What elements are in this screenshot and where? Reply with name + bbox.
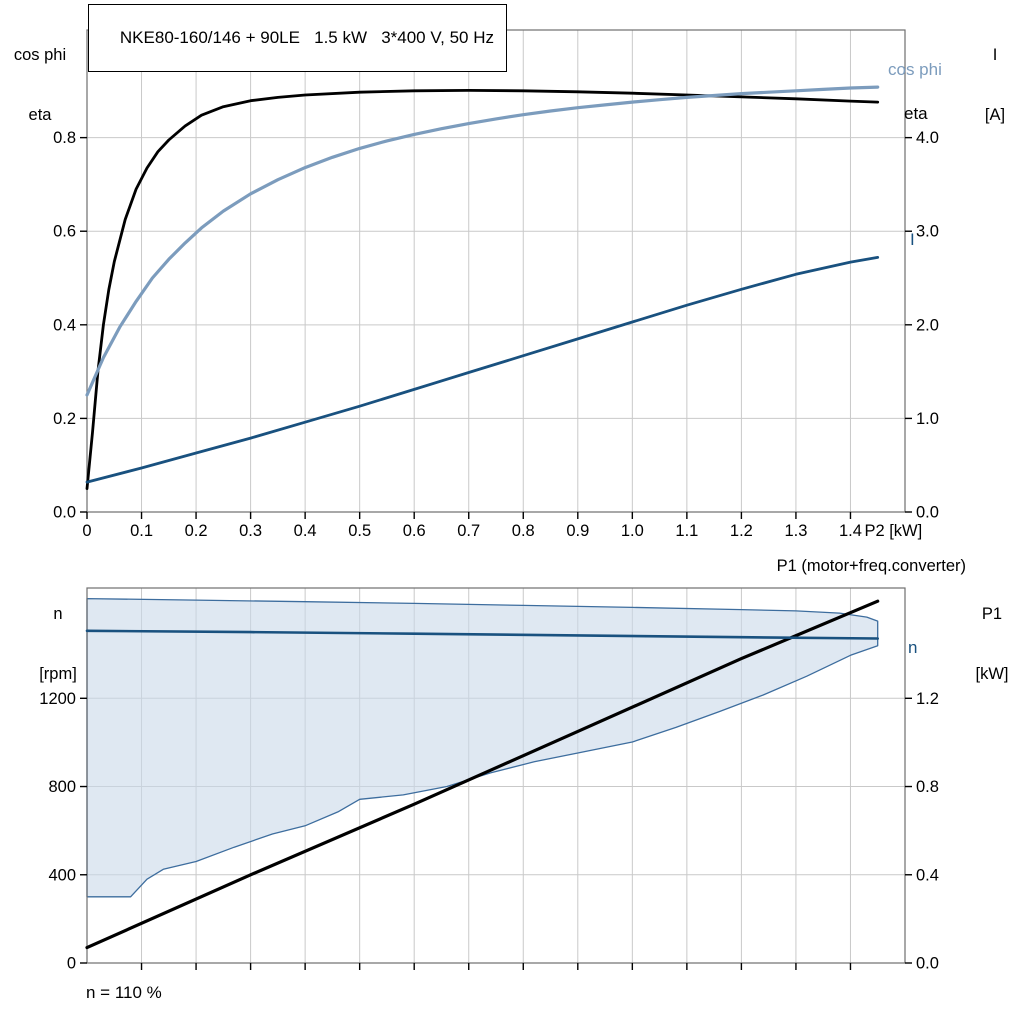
speed-axis-label: n	[53, 605, 63, 623]
eta-axis-label: eta	[28, 106, 52, 124]
left-tick-label: 1200	[39, 690, 76, 708]
left-tick-label: 0.2	[53, 410, 76, 428]
electrical-chart: 0.0 0.2 0.4 0.6 0.8 0.0 1.0 2.0 3.0 4.0 0 0.1 0.2 0.3…	[53, 29, 939, 540]
current-axis-label: I	[992, 46, 998, 64]
current-curve	[85, 255, 880, 484]
left-axis-title-bottom: n [rpm]	[26, 564, 90, 724]
right-axis-title-top: I [A]	[972, 5, 1018, 165]
x-tick-label: 0	[82, 522, 91, 540]
x-tick-label: 0.4	[294, 522, 317, 540]
p1-axis-label: P1	[981, 605, 1003, 623]
right-tick-label: 1.2	[916, 690, 939, 708]
left-tick-label: 0.8	[53, 129, 76, 147]
eta-curve-label: eta	[904, 104, 928, 123]
x-tick-label: 0.1	[130, 522, 153, 540]
n-curve-label: n	[908, 638, 918, 657]
x-tick-label: 1.3	[784, 522, 807, 540]
current-curve-label: I	[910, 230, 915, 249]
left-tick-label: 800	[48, 778, 76, 796]
plot-frame	[86, 587, 906, 964]
left-tick-label: 0.0	[53, 504, 76, 522]
x-tick-label: 1.4	[839, 522, 862, 540]
speed-range-band	[86, 597, 879, 898]
right-tick-label: 0.4	[916, 866, 939, 884]
x-tick-label: 0.8	[512, 522, 535, 540]
right-tick-label: 3.0	[916, 223, 939, 241]
cos-phi-curve	[85, 85, 880, 397]
x-tick-label: 1.0	[621, 522, 644, 540]
plot-frame	[86, 29, 906, 513]
cos-phi-curve-label: cos phi	[888, 60, 942, 79]
x-tick-label: 1.1	[675, 522, 698, 540]
left-tick-label: 0	[67, 955, 76, 973]
right-tick-label: 0.0	[916, 504, 939, 522]
eta-curve	[85, 89, 880, 490]
right-axis-title-bottom: P1 [kW]	[964, 564, 1020, 724]
p1-curve	[85, 599, 880, 950]
x-tick-label: 0.6	[403, 522, 426, 540]
x-tick-label: 0.5	[348, 522, 371, 540]
speed-footnote: n = 110 %	[86, 983, 162, 1002]
p1-unit-label: [kW]	[975, 665, 1009, 683]
speed-unit-label: [rpm]	[39, 665, 77, 683]
speed-power-chart: 0 400 800 1200 0.0 0.4 0.8 1.2	[39, 587, 939, 973]
current-unit-label: [A]	[984, 106, 1006, 124]
x-tick-label: 1.2	[730, 522, 753, 540]
right-tick-label: 2.0	[916, 316, 939, 334]
p1-curve-annotation: P1 (motor+freq.converter)	[776, 557, 966, 575]
x-tick-label: 0.9	[566, 522, 589, 540]
right-tick-label: 0.0	[916, 955, 939, 973]
x-tick-label: 0.7	[457, 522, 480, 540]
cos-phi-axis-label: cos phi	[13, 46, 67, 64]
right-tick-label: 1.0	[916, 410, 939, 428]
left-tick-label: 0.6	[53, 223, 76, 241]
chart-title: NKE80-160/146 + 90LE 1.5 kW 3*400 V, 50 …	[119, 28, 494, 47]
chart-title-box: NKE80-160/146 + 90LE 1.5 kW 3*400 V, 50 …	[88, 4, 507, 72]
left-tick-label: 0.4	[53, 316, 76, 334]
x-axis-title: P2 [kW]	[864, 522, 922, 540]
right-tick-label: 4.0	[916, 129, 939, 147]
n-curve	[85, 629, 879, 640]
left-tick-label: 400	[48, 866, 76, 884]
x-tick-label: 0.2	[185, 522, 208, 540]
right-tick-label: 0.8	[916, 778, 939, 796]
x-tick-label: 0.3	[239, 522, 262, 540]
left-axis-title-top: cos phi eta	[4, 5, 76, 165]
